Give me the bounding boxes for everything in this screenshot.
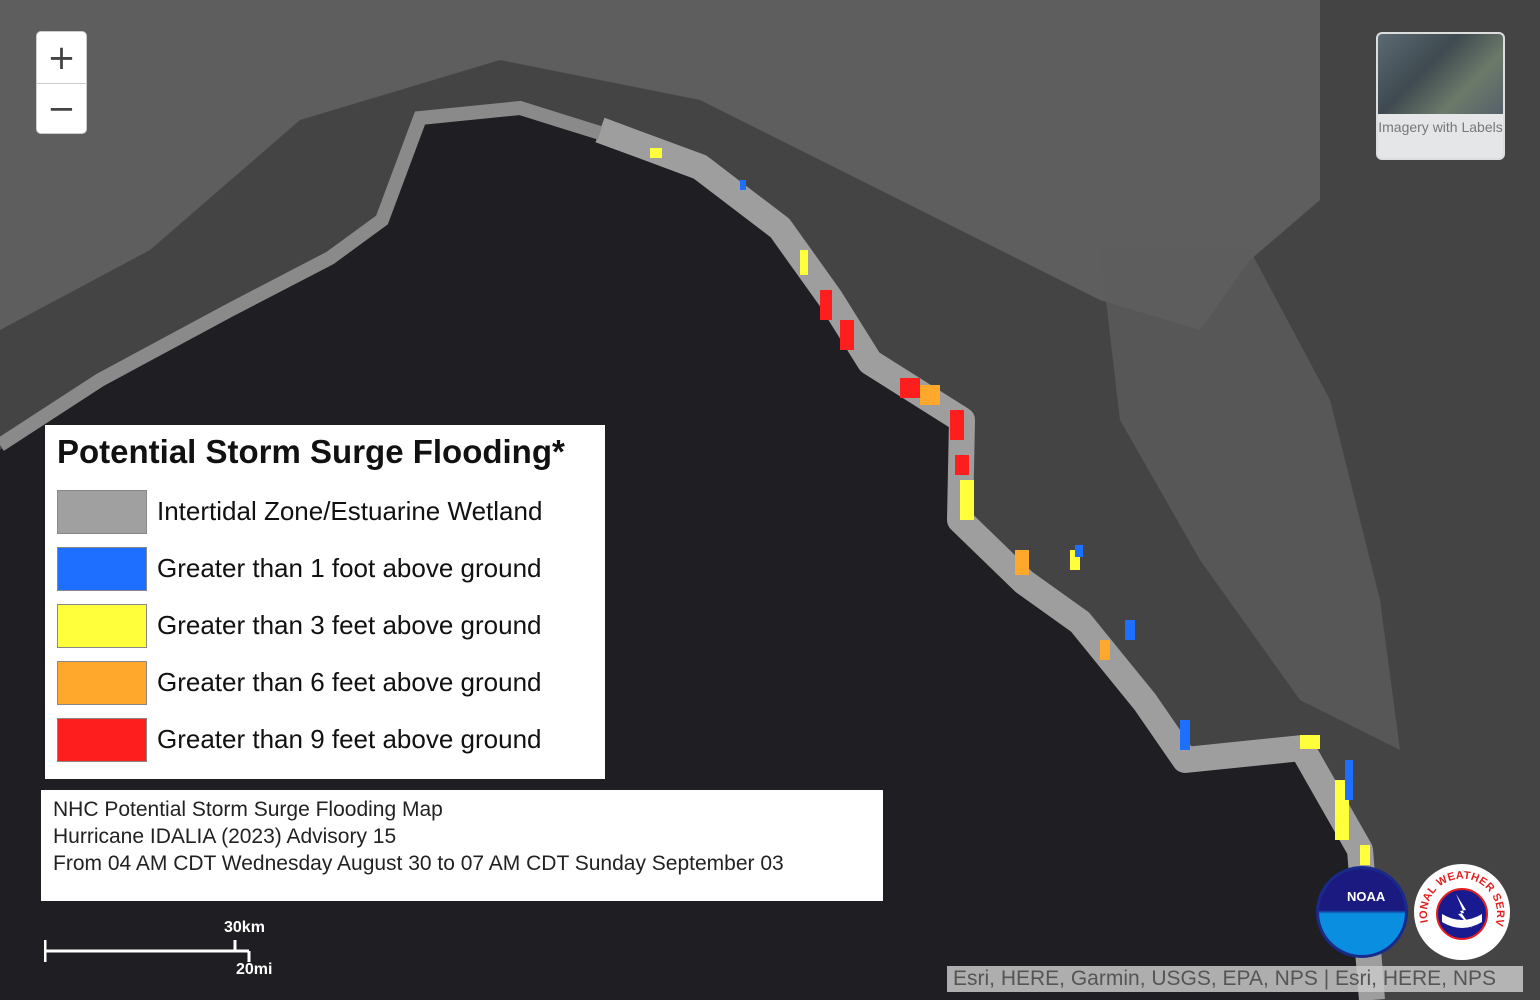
legend-item: Intertidal Zone/Estuarine Wetland	[57, 483, 593, 540]
info-storm: Hurricane IDALIA (2023) Advisory 15	[53, 825, 397, 848]
nws-logo: NATIONAL WEATHER SERVICE	[1410, 855, 1510, 960]
legend-swatch	[57, 489, 147, 534]
basemap-toggle[interactable]: Imagery with Labels	[1376, 32, 1505, 160]
zoom-out-button[interactable]: −	[37, 83, 86, 133]
legend-title: Potential Storm Surge Flooding*	[57, 433, 565, 470]
scale-bar: 30km 20mi	[44, 918, 284, 978]
surge-red	[820, 290, 969, 475]
basemap-label: Imagery with Labels	[1378, 119, 1503, 135]
surge-blue	[740, 180, 1353, 800]
scale-mi: 20mi	[236, 961, 273, 978]
legend-item: Greater than 1 foot above ground	[57, 540, 593, 597]
land-texture-east	[1100, 250, 1400, 750]
legend-label: Greater than 3 feet above ground	[157, 610, 542, 640]
land-texture	[0, 0, 1320, 330]
legend-item: Greater than 9 feet above ground	[57, 711, 593, 768]
info-title: NHC Potential Storm Surge Flooding Map	[53, 798, 443, 821]
legend-swatch	[57, 603, 147, 648]
coastal-wetland-west	[0, 100, 603, 451]
coastal-wetland	[595, 117, 1385, 1000]
attribution: Esri, HERE, Garmin, USGS, EPA, NPS | Esr…	[947, 966, 1523, 992]
noaa-logo-text: NOAA	[1347, 889, 1386, 904]
scale-km: 30km	[224, 919, 265, 936]
zoom-control: + −	[36, 31, 87, 134]
surge-orange	[920, 385, 1110, 660]
legend-label: Greater than 1 foot above ground	[157, 553, 542, 583]
info-timeframe: From 04 AM CDT Wednesday August 30 to 07…	[53, 852, 784, 875]
scale-line	[44, 940, 251, 962]
basemap-thumbnail	[1378, 34, 1503, 114]
zoom-in-button[interactable]: +	[37, 32, 86, 83]
nws-seal: NATIONAL WEATHER SERVICE	[1410, 855, 1509, 959]
map-info-box: NHC Potential Storm Surge Flooding Map H…	[41, 790, 883, 901]
noaa-logo: NOAA	[1316, 866, 1408, 958]
legend-label: Greater than 6 feet above ground	[157, 667, 542, 697]
legend-label: Intertidal Zone/Estuarine Wetland	[157, 496, 543, 526]
legend: Potential Storm Surge Flooding* Intertid…	[45, 425, 605, 779]
legend-swatch	[57, 546, 147, 591]
legend-swatch	[57, 717, 147, 762]
legend-label: Greater than 9 feet above ground	[157, 724, 542, 754]
legend-item: Greater than 6 feet above ground	[57, 654, 593, 711]
legend-swatch	[57, 660, 147, 705]
legend-item: Greater than 3 feet above ground	[57, 597, 593, 654]
